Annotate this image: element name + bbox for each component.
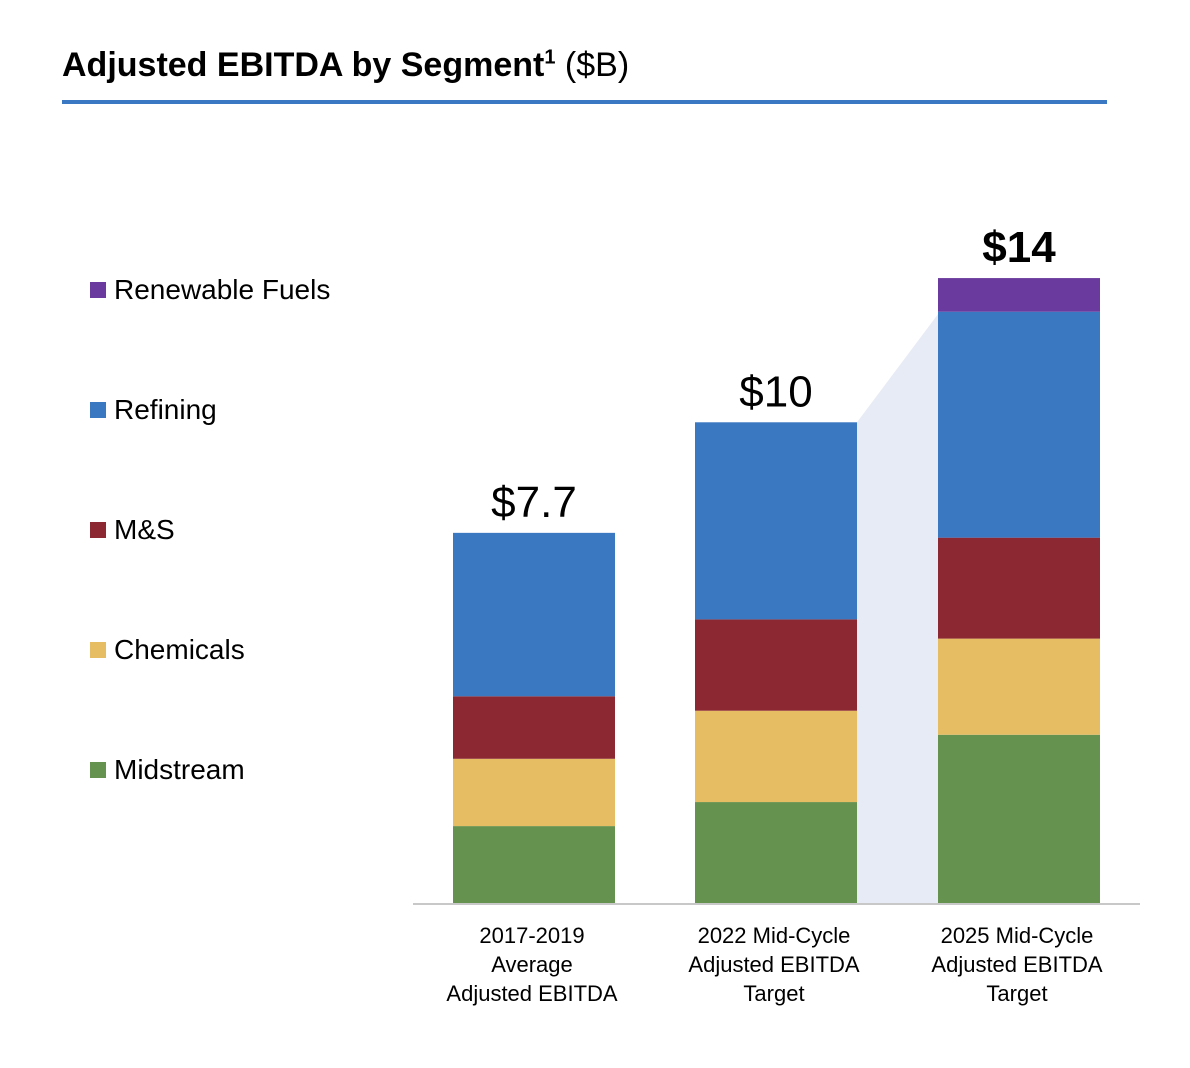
- bar-segment-m-s: [695, 619, 857, 711]
- bar-total-label: $10: [739, 367, 812, 416]
- bar-segment-midstream: [695, 802, 857, 903]
- legend-item: Midstream: [90, 752, 245, 788]
- category-label: 2025 Mid-Cycle Adjusted EBITDA Target: [931, 923, 1103, 1006]
- legend-label: Refining: [114, 394, 217, 425]
- legend-swatch: [90, 282, 106, 298]
- bar-total-label: $7.7: [491, 478, 577, 527]
- legend-swatch: [90, 522, 106, 538]
- bar-segment-midstream: [453, 826, 615, 903]
- bar-segment-renewable-fuels: [938, 278, 1100, 312]
- legend-swatch: [90, 642, 106, 658]
- legend-item: Renewable Fuels: [90, 272, 330, 308]
- bar-total-label: $14: [982, 223, 1056, 272]
- category-label: 2022 Mid-Cycle Adjusted EBITDA Target: [688, 923, 860, 1006]
- bar-segment-refining: [938, 311, 1100, 538]
- bar-segment-refining: [695, 422, 857, 620]
- legend-label: Midstream: [114, 754, 245, 785]
- legend-swatch: [90, 762, 106, 778]
- legend-label: Chemicals: [114, 634, 245, 665]
- bar-segment-m-s: [453, 696, 615, 759]
- bar-segment-refining: [453, 532, 615, 697]
- legend-label: Renewable Fuels: [114, 274, 331, 305]
- title-underline: [62, 100, 1107, 104]
- chart-units: ($B): [564, 46, 630, 84]
- bar-segment-m-s: [938, 537, 1100, 639]
- bar-segment-chemicals: [453, 758, 615, 827]
- legend-swatch: [90, 402, 106, 418]
- growth-highlight-band: [857, 314, 938, 904]
- chart-title-text: Adjusted EBITDA by Segment: [62, 46, 545, 84]
- bar-segment-chemicals: [695, 710, 857, 803]
- legend-item: M&S: [90, 512, 175, 548]
- legend-item: Refining: [90, 392, 217, 428]
- bar-segment-chemicals: [938, 638, 1100, 735]
- bar-segment-midstream: [938, 734, 1100, 903]
- legend-label: M&S: [114, 514, 175, 545]
- legend-item: Chemicals: [90, 632, 245, 668]
- footnote-marker: 1: [544, 46, 556, 69]
- category-label: 2017-2019 Average Adjusted EBITDA: [446, 923, 618, 1006]
- chart-title: Adjusted EBITDA by Segment1 ($B): [62, 46, 629, 85]
